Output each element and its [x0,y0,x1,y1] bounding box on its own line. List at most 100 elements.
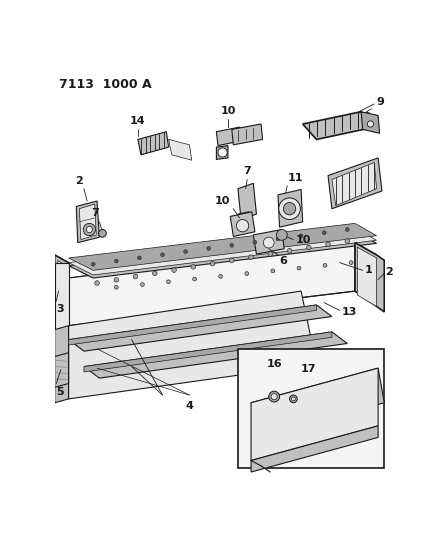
Circle shape [140,282,144,286]
Text: 5: 5 [56,387,64,398]
Circle shape [345,228,349,231]
Circle shape [279,198,300,220]
Polygon shape [69,231,377,278]
Circle shape [253,240,257,244]
Circle shape [276,237,280,241]
Circle shape [268,252,272,256]
Circle shape [271,269,275,273]
Circle shape [152,271,157,276]
Text: 7: 7 [243,166,251,176]
Circle shape [291,397,295,401]
Circle shape [367,121,374,127]
Polygon shape [169,140,192,160]
Polygon shape [69,305,332,351]
Circle shape [269,391,280,402]
Text: 16: 16 [266,359,282,369]
Circle shape [284,203,296,215]
Text: 11: 11 [287,173,303,182]
Circle shape [322,231,326,235]
Circle shape [326,242,330,247]
Polygon shape [55,353,69,387]
Circle shape [287,248,292,253]
Polygon shape [138,132,169,155]
Text: 10: 10 [215,196,230,206]
Polygon shape [230,212,255,237]
Circle shape [276,230,287,240]
Text: 10: 10 [296,235,311,245]
Polygon shape [69,243,377,291]
Circle shape [86,227,92,232]
Circle shape [345,239,350,244]
Polygon shape [84,332,332,372]
Circle shape [207,246,211,251]
Circle shape [349,261,353,264]
Polygon shape [216,127,241,146]
Polygon shape [254,230,284,254]
Polygon shape [251,368,378,461]
Circle shape [160,253,164,256]
Polygon shape [238,183,257,220]
Circle shape [245,272,249,276]
Polygon shape [355,243,384,312]
Circle shape [299,234,303,238]
Polygon shape [69,228,377,275]
Polygon shape [251,426,378,472]
Circle shape [83,223,96,236]
Circle shape [99,230,106,237]
Circle shape [230,258,234,263]
Circle shape [184,249,187,254]
Polygon shape [69,291,317,399]
Circle shape [290,395,297,403]
Polygon shape [355,243,377,303]
Circle shape [219,274,223,278]
Text: 7: 7 [91,208,99,218]
Circle shape [115,259,118,263]
Polygon shape [278,189,302,227]
Circle shape [210,261,215,266]
Polygon shape [58,260,66,326]
Circle shape [95,281,100,285]
Polygon shape [357,247,377,306]
Text: 9: 9 [377,98,384,108]
Circle shape [166,280,170,284]
Polygon shape [76,201,100,243]
Circle shape [323,263,327,267]
Circle shape [115,285,118,289]
Text: 14: 14 [130,116,146,126]
Circle shape [137,256,141,260]
Circle shape [297,266,301,270]
Polygon shape [302,112,374,140]
Circle shape [271,393,277,400]
Text: 1: 1 [365,265,373,276]
Bar [238,349,384,468]
Circle shape [133,274,138,279]
Polygon shape [251,368,384,438]
Polygon shape [328,158,382,209]
Circle shape [91,262,95,266]
Polygon shape [55,263,69,329]
Text: 4: 4 [185,401,193,411]
Circle shape [218,148,227,157]
Polygon shape [55,255,69,341]
Circle shape [236,220,249,232]
Circle shape [172,268,176,272]
Polygon shape [84,332,347,378]
Polygon shape [232,124,263,145]
Text: 2: 2 [385,267,393,277]
Polygon shape [69,223,377,270]
Circle shape [191,264,196,269]
Text: 7113  1000 A: 7113 1000 A [58,78,151,91]
Circle shape [193,277,196,281]
Text: 17: 17 [301,364,317,374]
Polygon shape [79,204,96,239]
Polygon shape [69,243,355,326]
Polygon shape [332,163,377,206]
Circle shape [306,245,311,250]
Text: 3: 3 [56,304,64,314]
Polygon shape [361,112,380,133]
Polygon shape [236,212,249,232]
Text: 10: 10 [220,106,236,116]
Polygon shape [216,146,228,159]
Circle shape [249,255,254,260]
Circle shape [230,244,234,247]
